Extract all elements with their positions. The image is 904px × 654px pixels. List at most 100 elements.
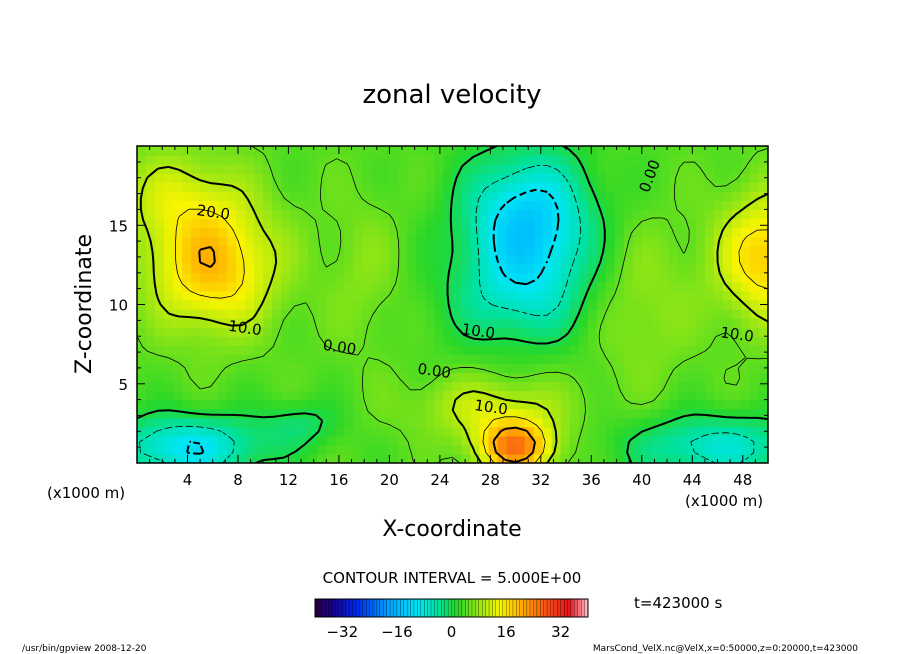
heatmap-cell	[434, 218, 445, 229]
heatmap-cell	[362, 399, 372, 410]
heatmap-cell	[722, 290, 733, 301]
heatmap-cell	[551, 363, 562, 374]
heatmap-cell	[380, 263, 390, 274]
heatmap-cell	[389, 191, 400, 201]
heatmap-cell	[380, 336, 390, 346]
heatmap-cell	[344, 336, 354, 346]
heatmap-cell	[668, 254, 679, 265]
heatmap-cell	[317, 408, 327, 419]
heatmap-cell	[479, 272, 490, 283]
heatmap-cell	[443, 354, 454, 364]
heatmap-cell	[596, 309, 607, 319]
heatmap-cell	[155, 309, 165, 319]
heatmap-cell	[587, 290, 598, 301]
heatmap-cell	[209, 164, 219, 174]
heatmap-cell	[758, 281, 768, 292]
heatmap-cell	[614, 327, 625, 337]
heatmap-cell	[443, 173, 454, 183]
heatmap-cell	[353, 227, 363, 238]
heatmap-cell	[461, 381, 472, 392]
heatmap-cell	[668, 272, 679, 283]
heatmap-cell	[740, 164, 751, 174]
heatmap-cell	[659, 435, 670, 446]
heatmap-cell	[488, 290, 499, 301]
heatmap-cell	[533, 318, 544, 328]
heatmap-cell	[470, 336, 481, 346]
heatmap-cell	[227, 272, 237, 283]
heatmap-cell	[758, 164, 768, 174]
heatmap-cell	[686, 354, 697, 364]
heatmap-cell	[650, 309, 661, 319]
heatmap-cell	[272, 236, 282, 247]
contour-label: 10.0	[719, 323, 755, 345]
heatmap-cell	[524, 345, 535, 355]
heatmap-cell	[326, 381, 336, 392]
heatmap-cell	[749, 209, 760, 220]
heatmap-cell	[281, 372, 291, 383]
heatmap-cell	[749, 363, 760, 374]
heatmap-cell	[641, 318, 652, 328]
heatmap-cell	[371, 155, 381, 165]
heatmap-cell	[758, 309, 768, 319]
heatmap-cell	[416, 218, 427, 229]
heatmap-cell	[434, 381, 445, 392]
heatmap-cell	[596, 435, 607, 446]
heatmap-cell	[524, 372, 535, 383]
heatmap-cell	[497, 146, 508, 156]
heatmap-cell	[272, 318, 282, 328]
heatmap-cell	[686, 263, 697, 274]
heatmap-cell	[371, 435, 381, 446]
heatmap-cell	[425, 336, 436, 346]
y-tick-label: 15	[109, 217, 128, 235]
heatmap-cell	[344, 426, 354, 437]
heatmap-cell	[659, 290, 670, 301]
heatmap-cell	[416, 435, 427, 446]
heatmap-cell	[650, 173, 661, 183]
heatmap-cell	[245, 363, 255, 374]
colorbar-segment	[516, 598, 521, 618]
heatmap-cell	[470, 254, 481, 265]
heatmap-cell	[398, 453, 409, 463]
heatmap-cell	[614, 245, 625, 256]
colorbar-segment	[383, 598, 388, 618]
heatmap-cell	[587, 345, 598, 355]
heatmap-cell	[416, 309, 427, 319]
heatmap-cell	[479, 245, 490, 256]
heatmap-cell	[488, 146, 499, 156]
heatmap-cell	[326, 200, 336, 210]
heatmap-cell	[578, 363, 589, 374]
heatmap-cell	[380, 209, 390, 220]
heatmap-cell	[632, 318, 643, 328]
heatmap-cell	[317, 155, 327, 165]
heatmap-cell	[443, 164, 454, 174]
heatmap-cell	[272, 363, 282, 374]
heatmap-cell	[425, 164, 436, 174]
heatmap-cell	[596, 155, 607, 165]
heatmap-cell	[272, 309, 282, 319]
heatmap-cell	[488, 408, 499, 419]
heatmap-cell	[470, 245, 481, 256]
heatmap-cell	[569, 345, 580, 355]
heatmap-cell	[587, 372, 598, 383]
heatmap-cell	[191, 381, 201, 392]
heatmap-cell	[299, 146, 309, 156]
heatmap-cell	[515, 245, 526, 256]
heatmap-cell	[164, 453, 174, 463]
heatmap-cell	[164, 390, 174, 401]
heatmap-cell	[650, 272, 661, 283]
heatmap-cell	[263, 191, 273, 201]
heatmap-cell	[236, 444, 246, 455]
heatmap-cell	[443, 236, 454, 247]
heatmap-cell	[497, 318, 508, 328]
heatmap-cell	[146, 444, 156, 455]
heatmap-cell	[695, 399, 706, 410]
heatmap-cell	[758, 345, 768, 355]
heatmap-cell	[317, 363, 327, 374]
heatmap-cell	[173, 444, 183, 455]
heatmap-cell	[344, 435, 354, 446]
heatmap-cell	[416, 146, 427, 156]
heatmap-cell	[326, 191, 336, 201]
heatmap-cell	[758, 372, 768, 383]
heatmap-cell	[308, 381, 318, 392]
heatmap-cell	[434, 299, 445, 310]
